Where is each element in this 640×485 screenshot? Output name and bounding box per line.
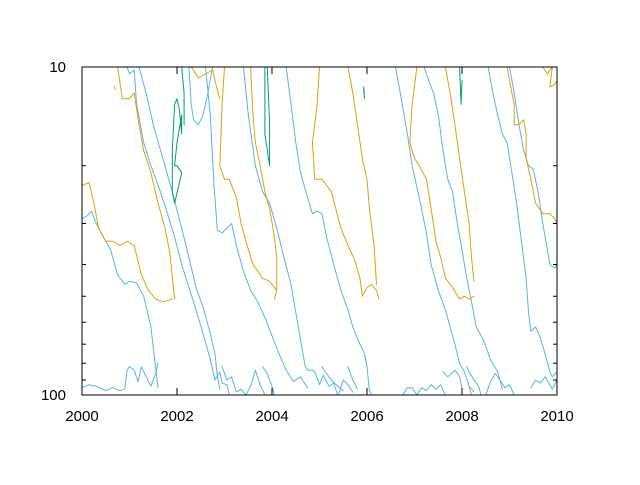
y-tick-label: 100: [41, 387, 66, 404]
contour-line: [347, 366, 358, 390]
contour-line: [509, 67, 557, 269]
plot-frame: [81, 66, 558, 396]
contour-line: [416, 384, 446, 395]
contour-line: [113, 86, 116, 90]
x-tick-label: 2008: [445, 408, 478, 425]
contour-line: [126, 67, 230, 395]
contour-line: [82, 210, 159, 389]
contour-line: [442, 369, 463, 390]
x-tick-label: 2000: [65, 408, 98, 425]
contour-line: [82, 182, 173, 303]
contour-line: [364, 353, 373, 395]
contour-line: [347, 67, 377, 285]
contour-line: [190, 67, 221, 100]
contour-line: [468, 387, 472, 395]
contour-line: [530, 376, 557, 390]
contour-line: [321, 366, 344, 392]
contour-line: [466, 366, 482, 395]
contour-line: [82, 362, 159, 392]
contour-line: [506, 67, 557, 224]
tick-layer: 2000 2002 2004 2006 2008 2010 10 100: [41, 59, 574, 425]
x-tick-label: 2002: [160, 408, 193, 425]
contour-line: [485, 373, 515, 395]
contour-line: [264, 67, 271, 167]
contour-line: [188, 67, 214, 126]
contour-line: [314, 371, 339, 395]
series-layer: [82, 67, 557, 395]
contour-line: [542, 67, 557, 88]
contour-line: [423, 67, 503, 390]
contour-line: [181, 67, 185, 126]
contour-line: [262, 366, 275, 395]
contour-line: [487, 67, 557, 378]
contour-line: [219, 67, 278, 300]
contour-line: [311, 67, 380, 300]
contour-line: [138, 67, 221, 390]
contour-line: [363, 86, 366, 100]
x-tick-label: 2004: [255, 408, 288, 425]
contour-line: [402, 387, 418, 395]
contour-line: [409, 67, 475, 300]
contour-line: [205, 67, 309, 389]
contour-line: [117, 67, 176, 300]
contour-line: [444, 67, 475, 282]
contour-line: [459, 67, 463, 105]
x-tick-label: 2010: [540, 408, 573, 425]
contour-line: [250, 67, 278, 291]
contour-line: [171, 98, 183, 204]
contour-line: [243, 67, 316, 373]
contour-line: [285, 67, 368, 368]
contour-line: [395, 67, 475, 393]
y-tick-label: 10: [49, 59, 66, 76]
x-tick-label: 2006: [350, 408, 383, 425]
contour-line: [338, 379, 354, 395]
contour-line: [221, 366, 266, 395]
